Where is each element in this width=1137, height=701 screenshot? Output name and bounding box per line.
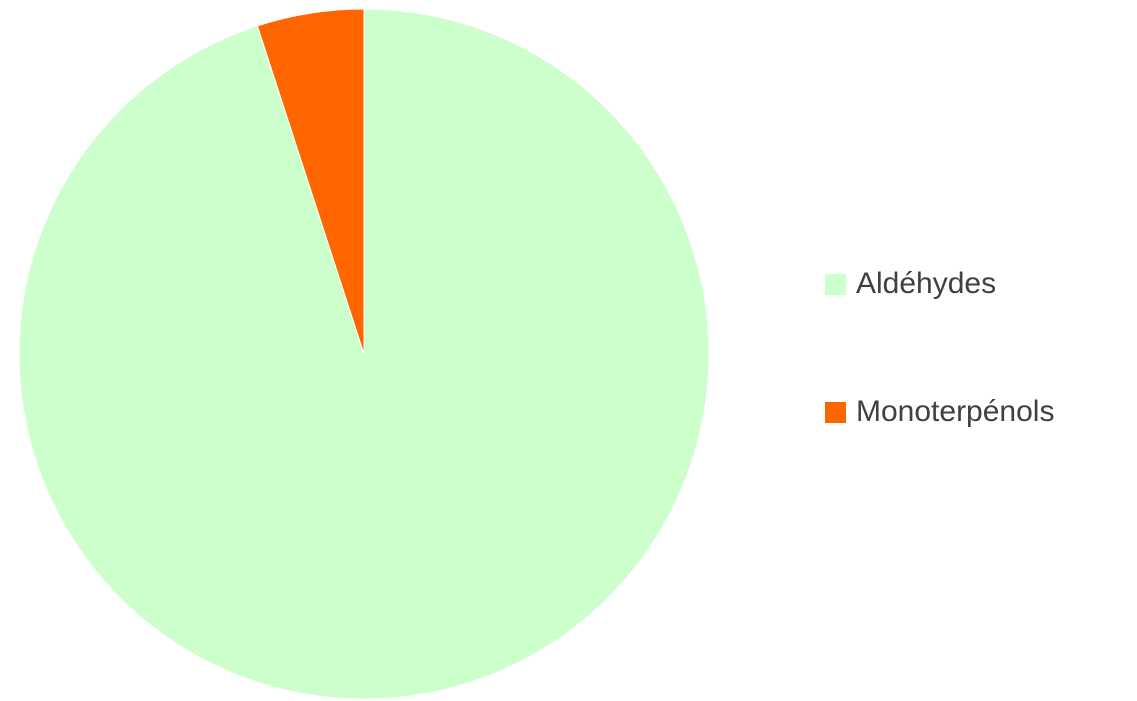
legend-label-aldehydes: Aldéhydes [856,267,997,300]
legend-swatch-monoterpenols [825,401,846,423]
legend: Aldéhydes Monoterpénols [825,262,1054,518]
pie-slice-aldehydes [18,8,710,700]
pie-slice-monoterpenols [256,8,365,355]
legend-item-monoterpenols: Monoterpénols [825,390,1054,434]
legend-item-aldehydes: Aldéhydes [825,262,1054,306]
legend-label-monoterpenols: Monoterpénols [856,395,1055,428]
legend-swatch-aldehydes [825,273,846,295]
